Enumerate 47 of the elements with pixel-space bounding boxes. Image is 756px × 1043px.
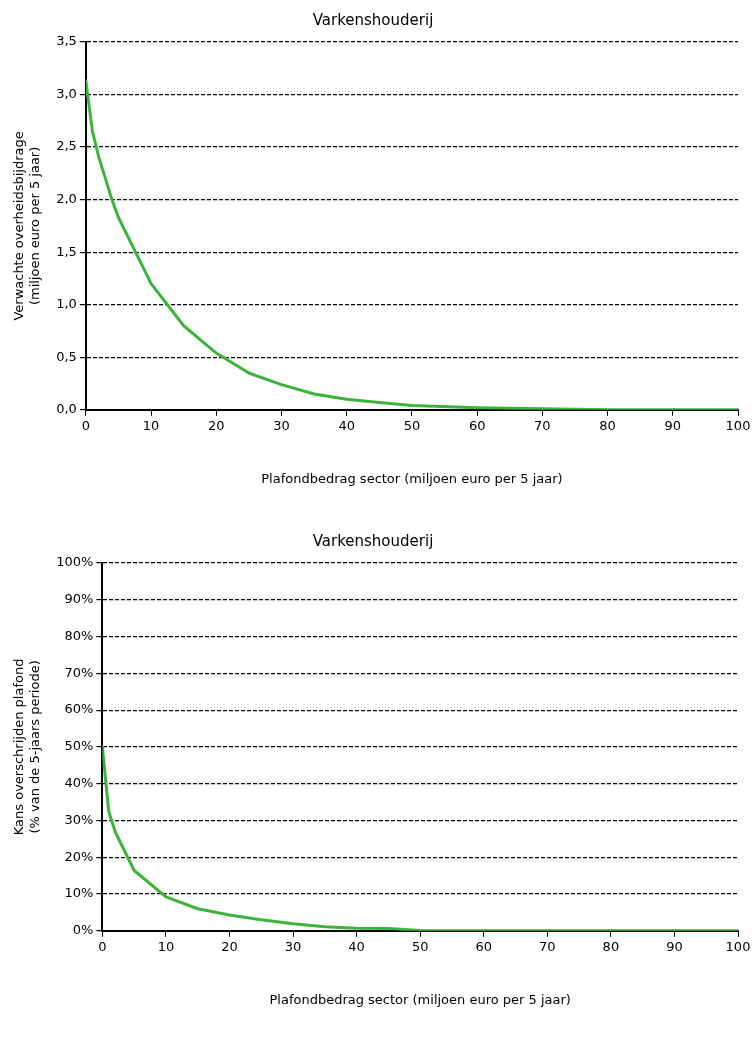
y-tick-label: 50% — [64, 738, 94, 754]
x-tick-label: 20 — [208, 417, 225, 433]
y-tick-label: 80% — [64, 627, 94, 643]
y-tick-label: 0% — [72, 922, 94, 938]
x-tick-label: 20 — [221, 938, 238, 954]
y-axis-title: Kans overschrijden plafond (% van de 5-jaars periode) — [11, 658, 42, 836]
y-tick-label: 40% — [64, 775, 94, 791]
y-tick-label: 3,0 — [56, 85, 77, 101]
y-tick-label: 60% — [64, 701, 94, 717]
x-tick-label: 70 — [534, 417, 551, 433]
y-tick-label: 70% — [64, 664, 94, 680]
x-tick-label: 0 — [98, 938, 107, 954]
y-tick-label: 1,0 — [56, 296, 77, 312]
y-tick-label: 3,5 — [56, 33, 77, 49]
x-axis-title: Plafondbedrag sector (miljoen euro per 5 jaar) — [261, 470, 563, 486]
y-tick-label: 0,5 — [56, 348, 77, 364]
x-tick-label: 80 — [602, 938, 620, 954]
x-tick-label: 0 — [81, 417, 91, 433]
x-tick-label: 10 — [142, 417, 160, 433]
y-tick-label: 2,0 — [56, 191, 77, 206]
y-tick-label: 30% — [64, 811, 94, 827]
y-tick-label: 20% — [64, 848, 94, 864]
y-tick-label: 2,5 — [56, 138, 77, 154]
x-tick-label: 60 — [468, 417, 486, 433]
x-tick-label: 100 — [725, 417, 751, 433]
x-tick-label: 30 — [284, 938, 302, 954]
x-axis-title: Plafondbedrag sector (miljoen euro per 5 jaar) — [269, 991, 571, 1007]
y-tick-label: 10% — [64, 885, 94, 901]
x-tick-label: 80 — [599, 417, 616, 433]
x-tick-label: 10 — [157, 938, 175, 954]
y-tick-label: 90% — [64, 591, 94, 607]
y-axis-title: Verwachte overheidsbijdrage (miljoen euro per 5 jaar) — [11, 131, 42, 321]
x-tick-label: 40 — [338, 417, 355, 433]
x-tick-label: 100 — [725, 938, 751, 954]
x-tick-label: 90 — [664, 417, 682, 433]
x-tick-label: 50 — [403, 417, 421, 433]
y-tick-label: 100% — [56, 554, 94, 570]
x-tick-label: 50 — [411, 938, 429, 954]
y-tick-label: 1,5 — [56, 243, 77, 259]
x-tick-label: 30 — [273, 417, 290, 433]
chart-title: Varkenshouderij — [312, 10, 434, 29]
x-tick-label: 70 — [539, 938, 556, 954]
x-tick-label: 90 — [666, 938, 683, 954]
chart-title: Varkenshouderij — [312, 531, 434, 550]
x-tick-label: 60 — [475, 938, 493, 954]
y-tick-label: 0,0 — [56, 401, 77, 417]
x-tick-label: 40 — [348, 938, 365, 954]
